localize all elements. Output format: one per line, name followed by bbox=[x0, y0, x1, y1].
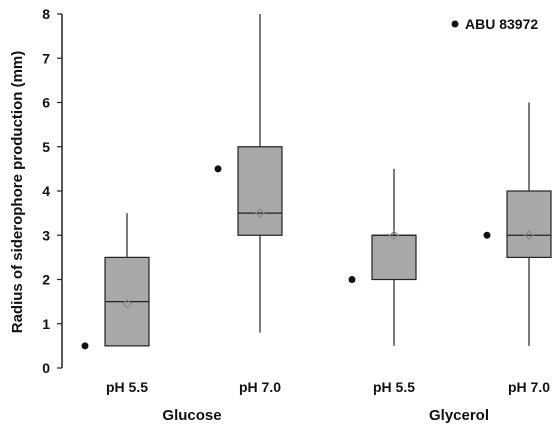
box-4 bbox=[483, 102, 552, 346]
y-axis-label: Radius of siderophore production (mm) bbox=[9, 51, 26, 334]
category-labels: pH 5.5 pH 7.0 pH 5.5 pH 7.0 bbox=[106, 379, 550, 395]
legend: ABU 83972 bbox=[451, 16, 538, 32]
y-tick-label: 2 bbox=[42, 272, 50, 288]
group-labels: Glucose Glycerol bbox=[162, 407, 489, 424]
boxes bbox=[81, 14, 552, 350]
y-tick-label: 0 bbox=[42, 360, 50, 376]
data-point bbox=[214, 165, 222, 173]
y-ticks: 0 1 2 3 4 5 6 7 8 bbox=[42, 6, 62, 376]
box-iqr bbox=[237, 146, 283, 236]
data-point bbox=[483, 231, 491, 239]
mean-marker bbox=[524, 230, 534, 241]
category-label: pH 5.5 bbox=[373, 379, 415, 395]
y-tick-label: 7 bbox=[42, 50, 50, 66]
legend-marker bbox=[451, 20, 459, 28]
legend-label: ABU 83972 bbox=[465, 16, 538, 32]
box-1 bbox=[81, 213, 150, 350]
category-label: pH 7.0 bbox=[508, 379, 550, 395]
category-label: pH 5.5 bbox=[106, 379, 148, 395]
group-label: Glucose bbox=[162, 407, 221, 424]
box-2 bbox=[214, 14, 283, 333]
y-tick-label: 5 bbox=[42, 139, 50, 155]
box-iqr bbox=[371, 234, 417, 281]
box-iqr bbox=[506, 190, 552, 258]
box-3 bbox=[348, 168, 417, 346]
mean-marker bbox=[389, 230, 399, 241]
data-point bbox=[81, 342, 89, 350]
y-tick-label: 4 bbox=[42, 183, 50, 199]
mean-marker bbox=[122, 298, 132, 309]
data-point bbox=[348, 276, 356, 283]
category-label: pH 7.0 bbox=[239, 379, 281, 395]
y-tick-label: 3 bbox=[42, 227, 50, 243]
y-tick-label: 8 bbox=[42, 6, 50, 22]
y-tick-label: 1 bbox=[42, 316, 50, 332]
y-tick-label: 6 bbox=[42, 95, 50, 111]
mean-marker bbox=[255, 208, 265, 218]
group-label: Glycerol bbox=[429, 407, 489, 424]
